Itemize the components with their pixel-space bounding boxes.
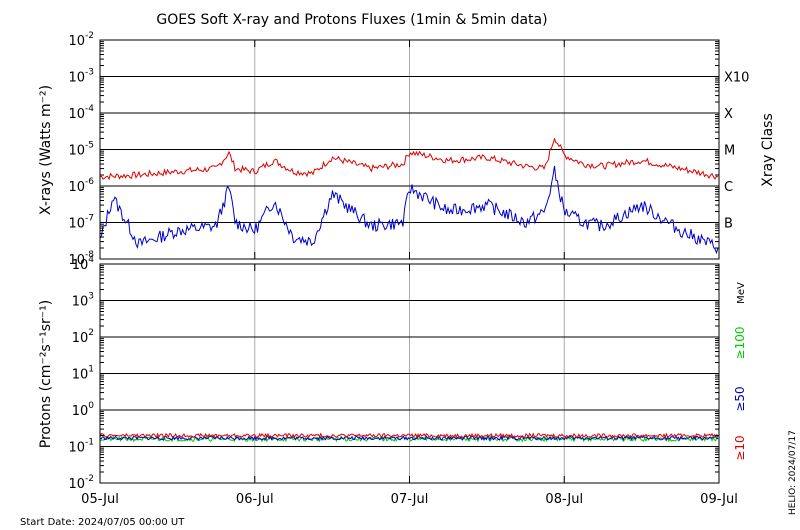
y-tick-label: 103: [72, 292, 94, 310]
chart-title: GOES Soft X-ray and Protons Fluxes (1min…: [156, 12, 547, 28]
y-tick-label: 10-7: [68, 214, 94, 232]
x-tick-label: 09-Jul: [700, 492, 738, 507]
y-tick-label: 10-2: [68, 31, 94, 49]
xray-class-tick: C: [724, 180, 733, 195]
x-tick-label: 08-Jul: [545, 492, 583, 507]
proton-50-label: ≥50: [733, 386, 747, 411]
y-tick-label: 10-5: [68, 141, 94, 159]
y-tick-label: 10-2: [68, 474, 94, 492]
proton-10-label: ≥10: [733, 435, 747, 460]
xray-class-tick: B: [724, 217, 733, 232]
y-tick-label: 10-1: [68, 438, 94, 456]
xray-class-tick: X10: [724, 71, 749, 86]
xray-panel: 10-2 10-3 10-4 10-5 10-6 10-7 10-8 X10 X M C B X-r…: [38, 31, 776, 268]
y-tick-label: 10-4: [68, 104, 94, 122]
y-tick-label: 100: [72, 401, 95, 419]
y-tick-label: 10-3: [68, 68, 94, 86]
proton-ylabel: Protons (cm⁻²s⁻¹sr⁻¹): [38, 300, 54, 449]
y-tick-label: 101: [72, 365, 94, 383]
series-p50: [99, 434, 719, 442]
series-short: [99, 165, 719, 255]
start-date: Start Date: 2024/07/05 00:00 UT: [20, 517, 185, 528]
series-p10: [99, 432, 719, 439]
xray-ylabel: X-rays (Watts m⁻²): [38, 85, 54, 215]
proton-100-label: ≥100: [733, 327, 747, 360]
proton-panel: 104 103 102 101 100 10-1 10-2 Protons (cm⁻²s⁻¹…: [38, 255, 747, 492]
y-tick-label: 10-6: [68, 177, 94, 195]
y-tick-label: 102: [72, 328, 94, 346]
x-tick-label: 06-Jul: [236, 492, 274, 507]
xray-class-label: Xray Class: [760, 113, 776, 187]
y-tick-label: 104: [72, 255, 95, 273]
proton-mev-label: MeV: [736, 282, 747, 304]
xray-class-tick: M: [724, 144, 735, 159]
series-long: [99, 137, 719, 181]
x-tick-label: 05-Jul: [81, 492, 119, 507]
x-tick-label: 07-Jul: [391, 492, 429, 507]
xray-class-tick: X: [724, 107, 733, 122]
helio-stamp: HELIO: 2024/07/17: [788, 430, 798, 515]
y-tick-label: 10-8: [68, 250, 94, 268]
